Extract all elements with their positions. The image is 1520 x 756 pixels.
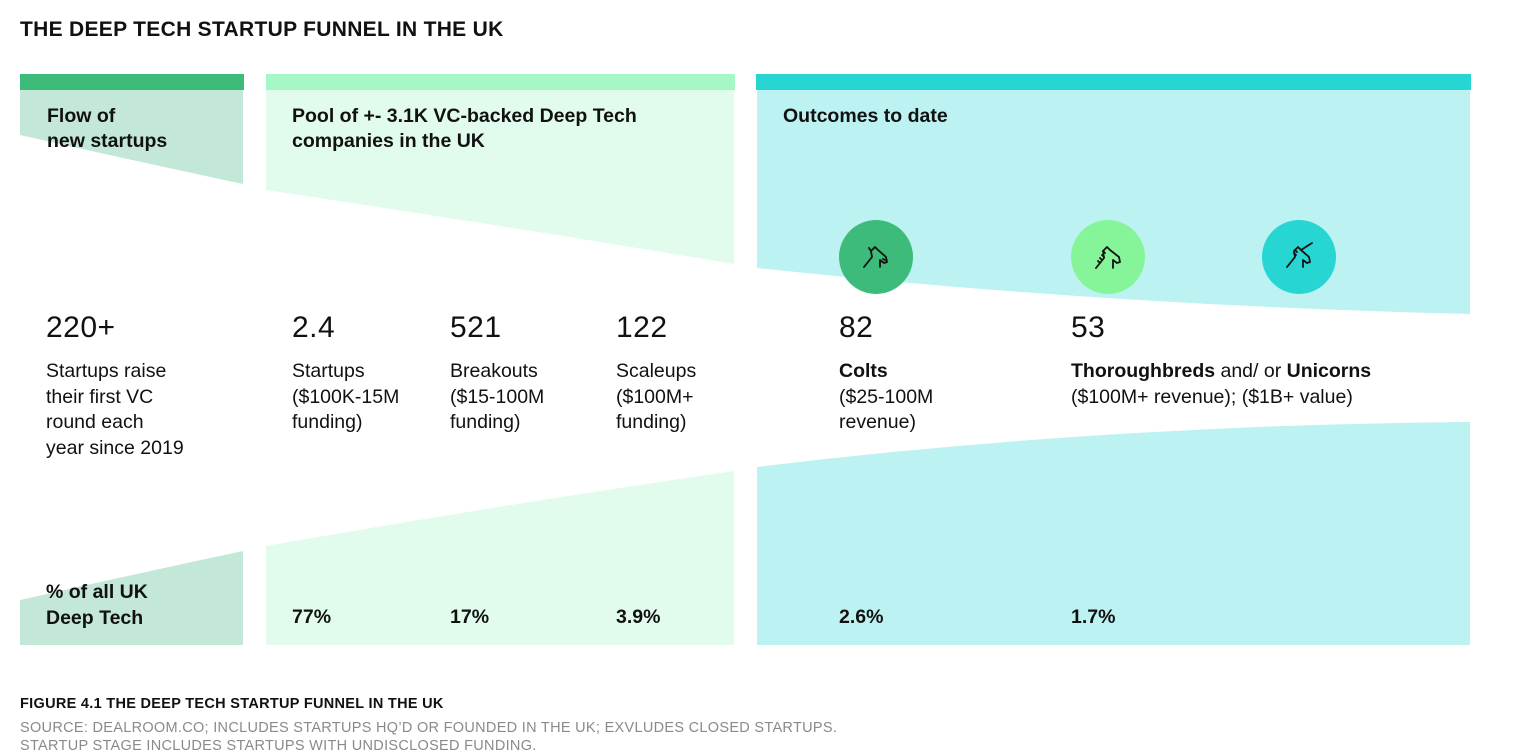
desc-thoroughbreds: Thoroughbreds and/ or Unicorns ($100M+ r… — [1071, 359, 1371, 410]
colt-icon — [839, 220, 913, 294]
flow-top-bar — [20, 74, 244, 90]
pool-header: Pool of +- 3.1K VC-backed Deep Tech comp… — [292, 105, 637, 152]
pct-scaleups: 3.9% — [616, 606, 661, 628]
value-colts: 82 — [839, 311, 874, 344]
thoroughbred-icon — [1071, 220, 1145, 294]
pct-header: % of all UK Deep Tech — [46, 581, 148, 629]
pool-top-bar — [266, 74, 735, 90]
value-new-startups: 220+ — [46, 311, 116, 344]
desc-new-startups: Startups raise their first VC round each… — [46, 360, 184, 459]
page-title: THE DEEP TECH STARTUP FUNNEL IN THE UK — [20, 18, 504, 41]
desc-colts-title: Colts — [839, 360, 888, 382]
desc-unicorns-title: Unicorns — [1286, 360, 1372, 382]
outcomes-top-bar — [756, 74, 1471, 90]
outcomes-bottom-shape — [757, 422, 1470, 645]
desc-thoroughbreds-detail: ($100M+ revenue); ($1B+ value) — [1071, 385, 1353, 408]
source-line-1: SOURCE: DEALROOM.CO; INCLUDES STARTUPS H… — [20, 720, 838, 736]
flow-header: Flow of new startups — [47, 105, 168, 152]
pct-startups: 77% — [292, 606, 332, 628]
value-scaleups: 122 — [616, 311, 668, 344]
pct-thoroughbreds: 1.7% — [1071, 606, 1116, 628]
desc-colts: Colts ($25-100M revenue) — [839, 359, 933, 436]
pool-top-shape — [266, 90, 734, 264]
desc-colts-detail: ($25-100M revenue) — [839, 385, 934, 434]
value-startups: 2.4 — [292, 311, 336, 344]
pct-colts: 2.6% — [839, 606, 884, 628]
value-thoroughbreds: 53 — [1071, 311, 1106, 344]
desc-scaleups: Scaleups ($100M+ funding) — [616, 360, 697, 433]
desc-thoroughbreds-joiner: and/ or — [1215, 360, 1287, 382]
value-breakouts: 521 — [450, 311, 502, 344]
pool-bottom-shape — [266, 471, 734, 645]
figure-caption: FIGURE 4.1 THE DEEP TECH STARTUP FUNNEL … — [20, 696, 444, 712]
source-line-2: STARTUP STAGE INCLUDES STARTUPS WITH UND… — [20, 738, 537, 754]
unicorn-icon — [1262, 220, 1336, 294]
desc-breakouts: Breakouts ($15-100M funding) — [450, 360, 545, 433]
desc-startups: Startups ($100K-15M funding) — [292, 360, 400, 433]
pct-breakouts: 17% — [450, 606, 490, 628]
flow-top-shape — [20, 90, 243, 184]
outcomes-header: Outcomes to date — [783, 105, 948, 127]
desc-thoroughbreds-title: Thoroughbreds — [1071, 360, 1216, 382]
flow-bottom-shape — [20, 551, 243, 645]
